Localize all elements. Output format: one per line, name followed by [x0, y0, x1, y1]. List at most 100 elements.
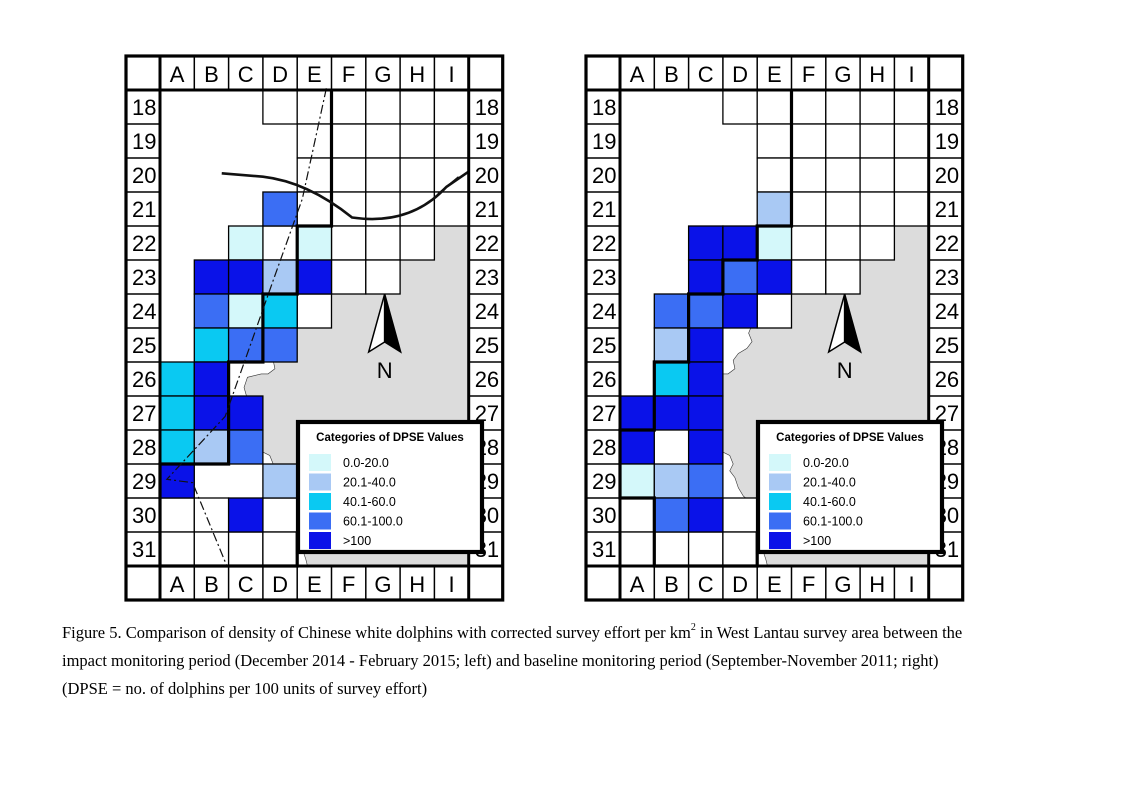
column-label-bottom: H [869, 572, 885, 597]
column-label-top: B [664, 62, 679, 87]
column-label-top: A [630, 62, 645, 87]
column-label-bottom: D [272, 572, 288, 597]
row-label-right: 21 [935, 197, 959, 222]
grid-cell-A30 [619, 497, 655, 533]
grid-cell-F20 [790, 157, 827, 193]
legend-title: Categories of DPSE Values [316, 432, 464, 444]
row-label-right: 18 [935, 95, 959, 120]
row-label-left: 26 [592, 367, 616, 392]
grid-cell-G23 [825, 259, 861, 295]
grid-cell-C28 [687, 429, 724, 465]
grid-cell-I20 [893, 157, 930, 193]
column-label-bottom: G [834, 572, 851, 597]
grid-cell-A28 [619, 429, 655, 465]
grid-cell-C24 [227, 293, 264, 329]
legend-swatch [309, 512, 331, 530]
grid-cell-B25 [193, 327, 230, 363]
row-label-left: 20 [132, 163, 156, 188]
legend-swatch [769, 454, 791, 471]
grid-cell-G22 [825, 225, 861, 261]
column-label-top: E [307, 62, 322, 87]
row-label-right: 22 [935, 231, 959, 256]
column-label-bottom: B [664, 572, 679, 597]
grid-cell-G22 [365, 225, 401, 261]
grid-cell-A28 [159, 429, 195, 465]
grid-cell-B31 [193, 531, 230, 567]
grid-cell-E18 [296, 89, 333, 125]
grid-cell-I18 [433, 89, 470, 125]
grid-cell-C29 [687, 463, 724, 499]
column-label-top: C [698, 62, 714, 87]
grid-cell-A27 [619, 395, 655, 431]
row-label-left: 30 [592, 503, 616, 528]
grid-cell-D21 [262, 191, 298, 227]
row-label-right: 24 [475, 299, 499, 324]
column-label-bottom: A [170, 572, 185, 597]
grid-cell-A31 [619, 531, 655, 567]
column-label-bottom: F [342, 572, 355, 597]
row-label-left: 29 [132, 469, 156, 494]
row-label-left: 29 [592, 469, 616, 494]
legend-label: 60.1-100.0 [803, 515, 863, 529]
grid-cell-G21 [365, 191, 401, 227]
grid-cell-C26 [687, 361, 724, 397]
row-label-right: 25 [935, 333, 959, 358]
column-label-bottom: C [238, 572, 254, 597]
grid-cell-H19 [399, 123, 436, 159]
grid-cell-C25 [227, 327, 264, 363]
grid-cell-D31 [262, 531, 298, 567]
grid-cell-B30 [653, 497, 690, 533]
legend-swatch [309, 532, 331, 549]
grid-cell-D24 [722, 293, 758, 329]
grid-cell-F22 [790, 225, 827, 261]
bridge-road-line [221, 170, 470, 221]
row-label-left: 31 [592, 537, 616, 562]
grid-cell-H22 [859, 225, 896, 261]
row-label-right: 24 [935, 299, 959, 324]
grid-cell-B23 [193, 259, 230, 295]
grid-cell-C31 [227, 531, 264, 567]
grid-cell-B31 [653, 531, 690, 567]
row-label-left: 27 [592, 401, 616, 426]
row-label-right: 22 [475, 231, 499, 256]
grid-cell-E23 [756, 259, 793, 295]
legend-label: 40.1-60.0 [343, 495, 396, 509]
row-label-left: 30 [132, 503, 156, 528]
grid-cell-B29 [653, 463, 690, 499]
grid-cell-E24 [296, 293, 333, 329]
grid-cell-E24 [756, 293, 793, 329]
legend-swatch [309, 473, 331, 491]
grid-cell-D18 [262, 89, 298, 125]
grid-cell-D29 [262, 463, 298, 499]
row-label-right: 20 [935, 163, 959, 188]
grid-cell-C22 [227, 225, 264, 261]
north-label: N [377, 358, 393, 383]
row-label-left: 24 [132, 299, 156, 324]
grid-cell-F19 [790, 123, 827, 159]
row-label-left: 25 [592, 333, 616, 358]
grid-cell-E21 [756, 191, 793, 227]
column-label-top: B [204, 62, 219, 87]
grid-cell-A27 [159, 395, 195, 431]
grid-cell-G19 [825, 123, 861, 159]
grid-cell-B28 [193, 429, 230, 465]
row-label-right: 18 [475, 95, 499, 120]
column-label-top: G [834, 62, 851, 87]
column-label-bottom: D [732, 572, 748, 597]
row-label-left: 23 [132, 265, 156, 290]
column-label-bottom: A [630, 572, 645, 597]
legend-label: 20.1-40.0 [803, 476, 856, 490]
row-label-right: 23 [935, 265, 959, 290]
row-label-right: 20 [475, 163, 499, 188]
grid-cell-F20 [330, 157, 367, 193]
legend-label: 0.0-20.0 [803, 456, 849, 470]
grid-cell-C23 [227, 259, 264, 295]
row-label-right: 26 [935, 367, 959, 392]
row-label-left: 26 [132, 367, 156, 392]
legend-label: 0.0-20.0 [343, 456, 389, 470]
grid-cell-H20 [859, 157, 896, 193]
grid-cell-E21 [296, 191, 333, 227]
grid-cell-B30 [193, 497, 230, 533]
grid-cell-E22 [296, 225, 333, 261]
grid-cell-A29 [619, 463, 655, 499]
